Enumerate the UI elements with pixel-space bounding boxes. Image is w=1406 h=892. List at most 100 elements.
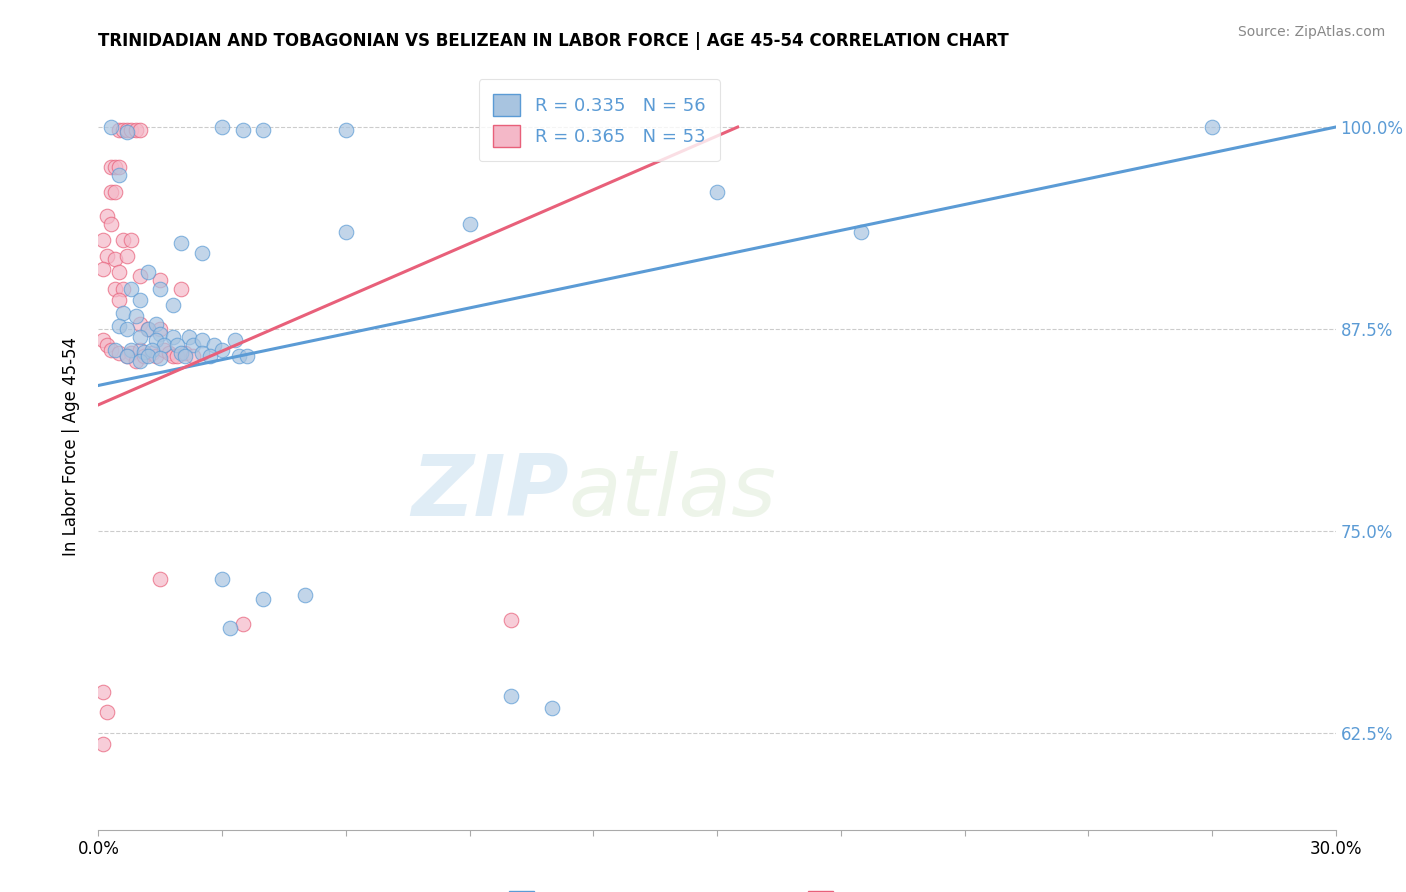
Point: [91, 685, 114, 699]
Point: [120, 123, 142, 137]
Point: [117, 322, 139, 336]
Point: [174, 350, 197, 364]
Point: [145, 350, 167, 364]
Point: [153, 343, 176, 357]
Point: [232, 617, 254, 632]
Point: [120, 343, 142, 357]
Point: [112, 306, 135, 320]
Point: [149, 281, 172, 295]
Point: [136, 322, 159, 336]
Point: [198, 350, 221, 364]
Point: [100, 343, 122, 357]
Point: [128, 317, 150, 331]
Point: [112, 123, 135, 137]
Point: [128, 330, 150, 344]
Point: [104, 343, 127, 357]
Point: [91, 262, 114, 277]
Text: ZIP: ZIP: [411, 450, 568, 533]
Point: [1201, 120, 1223, 134]
Point: [91, 233, 114, 247]
Point: [499, 689, 522, 703]
Point: [100, 161, 122, 175]
Point: [170, 236, 193, 251]
Point: [108, 265, 131, 279]
Point: [162, 330, 184, 344]
Point: [108, 346, 131, 360]
Point: [211, 343, 233, 357]
Point: [120, 233, 142, 247]
Point: [136, 322, 159, 336]
Point: [96, 705, 118, 719]
Point: [132, 350, 155, 364]
Point: [170, 281, 193, 295]
Point: [252, 123, 274, 137]
Point: [190, 346, 212, 360]
Point: [96, 209, 118, 223]
Point: [149, 326, 172, 341]
Point: [252, 591, 274, 606]
Point: [157, 346, 180, 360]
Point: [108, 161, 131, 175]
Point: [128, 354, 150, 368]
Point: [128, 343, 150, 357]
Point: [124, 354, 146, 368]
Point: [91, 333, 114, 347]
Point: [190, 246, 212, 260]
Point: [153, 338, 176, 352]
Point: [499, 613, 522, 627]
Point: [124, 309, 146, 323]
Point: [541, 701, 564, 715]
Text: Source: ZipAtlas.com: Source: ZipAtlas.com: [1237, 25, 1385, 39]
Point: [335, 225, 357, 239]
Point: [149, 322, 172, 336]
Point: [108, 293, 131, 307]
Point: [162, 298, 184, 312]
Point: [145, 317, 167, 331]
Point: [117, 249, 139, 263]
Point: [100, 185, 122, 199]
Point: [96, 338, 118, 352]
Y-axis label: In Labor Force | Age 45-54: In Labor Force | Age 45-54: [62, 336, 80, 556]
Point: [219, 621, 242, 635]
Point: [104, 281, 127, 295]
Point: [108, 123, 131, 137]
Point: [112, 233, 135, 247]
Point: [141, 346, 163, 360]
Point: [128, 123, 150, 137]
Point: [294, 588, 316, 602]
Point: [112, 281, 135, 295]
Point: [202, 338, 225, 352]
Point: [91, 737, 114, 751]
Point: [232, 123, 254, 137]
Point: [166, 350, 188, 364]
Point: [149, 273, 172, 287]
Point: [190, 333, 212, 347]
Point: [458, 217, 481, 231]
Point: [132, 344, 155, 359]
Point: [117, 350, 139, 364]
Point: [136, 350, 159, 364]
Point: [335, 123, 357, 137]
Point: [120, 281, 142, 295]
Point: [104, 161, 127, 175]
Point: [117, 350, 139, 364]
Point: [228, 350, 250, 364]
Point: [128, 268, 150, 283]
Point: [117, 125, 139, 139]
Point: [100, 120, 122, 134]
Point: [100, 217, 122, 231]
Point: [174, 346, 197, 360]
Point: [181, 338, 204, 352]
Point: [162, 350, 184, 364]
Point: [166, 338, 188, 352]
Point: [224, 333, 246, 347]
Point: [706, 185, 728, 199]
Point: [124, 123, 146, 137]
Point: [104, 185, 127, 199]
Point: [120, 346, 142, 360]
Point: [851, 225, 873, 239]
Point: [149, 351, 172, 365]
Point: [211, 120, 233, 134]
Point: [141, 343, 163, 357]
Point: [128, 293, 150, 307]
